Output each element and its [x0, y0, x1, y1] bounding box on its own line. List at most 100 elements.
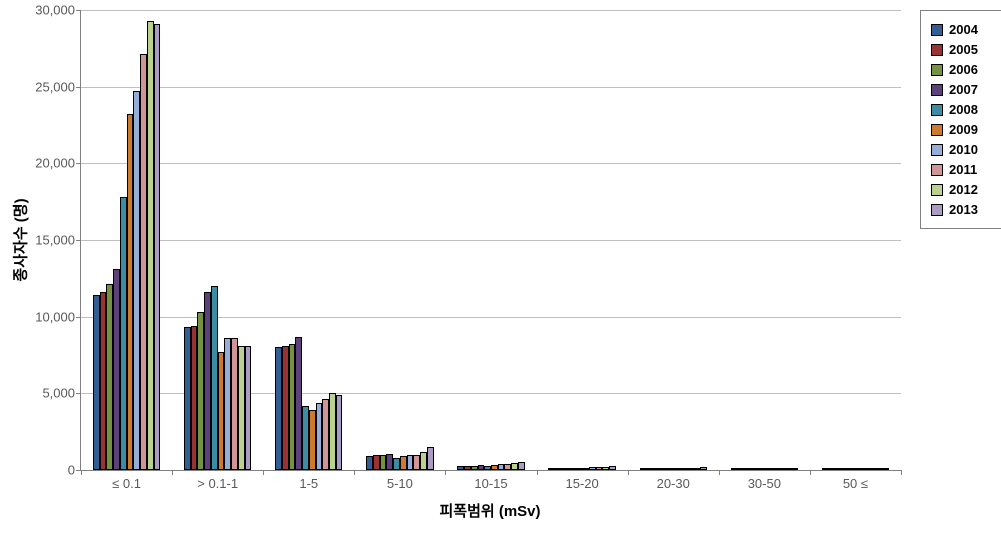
xtick-label: 10-15: [474, 470, 507, 491]
bar: [758, 468, 765, 470]
bar: [93, 295, 100, 470]
bar: [653, 468, 660, 470]
legend-swatch: [931, 204, 943, 216]
legend-item: 2013: [931, 202, 1001, 217]
bar: [309, 410, 316, 470]
bar: [231, 338, 238, 470]
bar: [869, 468, 876, 470]
ytick-mark: [76, 393, 81, 394]
bar: [700, 467, 707, 470]
legend-item: 2011: [931, 162, 1001, 177]
bar: [744, 468, 751, 470]
bar: [555, 468, 562, 470]
bar: [120, 197, 127, 470]
chart-container: 05,00010,00015,00020,00025,00030,000≤ 0.…: [0, 0, 1001, 536]
ytick-mark: [76, 87, 81, 88]
bar: [407, 455, 414, 470]
bar: [842, 468, 849, 470]
xtick-mark: [445, 470, 446, 475]
bar: [666, 468, 673, 470]
legend-item: 2012: [931, 182, 1001, 197]
bar: [693, 468, 700, 470]
legend-swatch: [931, 44, 943, 56]
bar: [191, 326, 198, 470]
legend-item: 2007: [931, 82, 1001, 97]
legend-label: 2006: [949, 62, 978, 77]
bar: [849, 468, 856, 470]
bar: [329, 393, 336, 470]
legend-item: 2008: [931, 102, 1001, 117]
bar: [380, 455, 387, 470]
legend-swatch: [931, 144, 943, 156]
xtick-label: 15-20: [565, 470, 598, 491]
bar: [737, 468, 744, 470]
xtick-mark: [719, 470, 720, 475]
ytick-label: 25,000: [35, 79, 81, 94]
bar: [238, 346, 245, 470]
bar: [373, 455, 380, 470]
legend-label: 2011: [949, 162, 977, 177]
legend-label: 2010: [949, 142, 978, 157]
y-axis-title: 종사자수 (명): [10, 198, 31, 281]
bar: [478, 465, 485, 470]
ytick-label: 10,000: [35, 309, 81, 324]
xtick-mark: [901, 470, 902, 475]
xtick-mark: [81, 470, 82, 475]
bar: [855, 468, 862, 470]
gridline: [81, 87, 901, 88]
bar: [596, 467, 603, 470]
legend-item: 2005: [931, 42, 1001, 57]
bar: [316, 403, 323, 470]
bar: [835, 468, 842, 470]
legend-swatch: [931, 24, 943, 36]
bar: [420, 452, 427, 470]
bar: [275, 347, 282, 470]
ytick-mark: [76, 10, 81, 11]
gridline: [81, 240, 901, 241]
bar: [393, 458, 400, 470]
bar: [484, 466, 491, 470]
xtick-mark: [263, 470, 264, 475]
bar: [673, 468, 680, 470]
bar: [609, 466, 616, 470]
bar: [133, 91, 140, 470]
bar: [876, 468, 883, 470]
bar: [882, 468, 889, 470]
xtick-label: 20-30: [657, 470, 690, 491]
xtick-label: 30-50: [748, 470, 781, 491]
bar: [548, 468, 555, 470]
bar: [764, 468, 771, 470]
ytick-mark: [76, 163, 81, 164]
bar: [569, 468, 576, 470]
ytick-label: 30,000: [35, 3, 81, 18]
bar: [427, 447, 434, 470]
bar: [204, 292, 211, 470]
bar: [687, 468, 694, 470]
bar: [106, 284, 113, 470]
bar: [400, 456, 407, 470]
xtick-label: 5-10: [387, 470, 413, 491]
xtick-label: > 0.1-1: [197, 470, 238, 491]
bar: [575, 468, 582, 470]
bar: [785, 468, 792, 470]
legend-swatch: [931, 64, 943, 76]
x-axis-title: 피폭범위 (mSv): [439, 500, 540, 521]
bar: [140, 54, 147, 470]
bar: [127, 114, 134, 470]
bar: [184, 327, 191, 470]
xtick-mark: [628, 470, 629, 475]
ytick-mark: [76, 240, 81, 241]
bar: [660, 468, 667, 470]
bar: [457, 466, 464, 470]
xtick-mark: [172, 470, 173, 475]
bar: [582, 468, 589, 470]
bar: [197, 312, 204, 470]
xtick-mark: [354, 470, 355, 475]
legend: 2004200520062007200820092010201120122013: [920, 10, 1001, 229]
legend-label: 2008: [949, 102, 978, 117]
bar: [518, 462, 525, 470]
legend-label: 2013: [949, 202, 978, 217]
bar: [464, 466, 471, 470]
bar: [751, 468, 758, 470]
legend-label: 2005: [949, 42, 978, 57]
